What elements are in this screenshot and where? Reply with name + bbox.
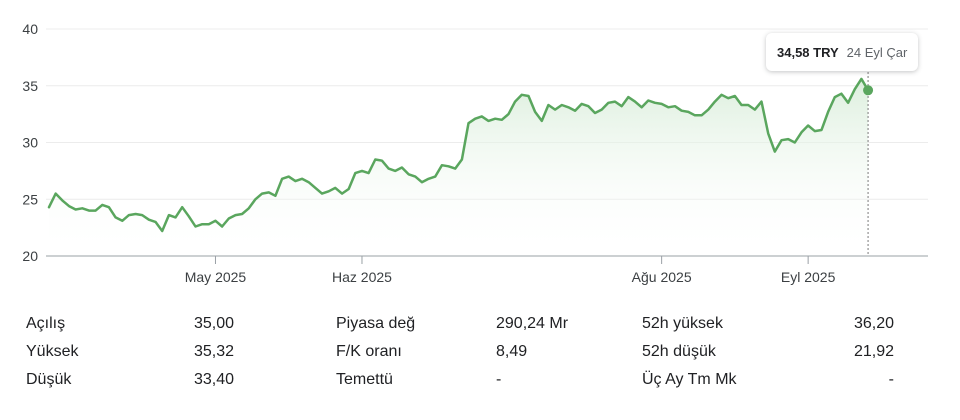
price-area [49, 78, 869, 257]
y-tick-label: 20 [22, 248, 38, 264]
high-value: 35,32 [194, 343, 235, 360]
pe-ratio-value: 8,49 [496, 343, 528, 360]
y-tick-label: 35 [22, 78, 38, 94]
low-value: 33,40 [194, 371, 235, 388]
y-tick-label: 25 [22, 191, 38, 207]
dividend-value: - [496, 371, 502, 388]
tooltip-date: 24 Eyl Çar [846, 44, 908, 60]
current-price-marker[interactable] [863, 85, 874, 96]
stats-table: Açılış 35,00 Piyasa değ 290,24 Mr 52h yü… [26, 314, 926, 389]
price-line [47, 77, 870, 233]
high-52w-value: 36,20 [853, 315, 894, 332]
low-52w-value: 21,92 [853, 343, 894, 360]
price-chart: 20 25 30 35 40 May 2025 Haz 2025 Ağu 2025 Eyl 2… [22, 21, 928, 285]
x-tick-label: Ağu 2025 [632, 269, 692, 285]
cdp-score-value: - [888, 371, 894, 388]
high-52w-label: 52h yüksek [642, 315, 723, 332]
low-52w-label: 52h düşük [642, 343, 716, 360]
market-cap-label: Piyasa değ [336, 315, 416, 332]
open-label: Açılış [26, 315, 66, 332]
low-label: Düşük [26, 371, 72, 388]
open-value: 35,00 [194, 315, 235, 332]
pe-ratio-label: F/K oranı [336, 343, 402, 360]
dividend-label: Temettü [336, 371, 393, 388]
y-tick-label: 40 [22, 21, 38, 37]
x-tick-label: Eyl 2025 [781, 269, 836, 285]
tooltip-price: 34,58 TRY [777, 44, 839, 60]
market-cap-value: 290,24 Mr [496, 315, 569, 332]
high-label: Yüksek [26, 343, 79, 360]
price-tooltip: 34,58 TRY 24 Eyl Çar [766, 33, 919, 71]
cdp-score-label: Üç Ay Tm Mk [642, 371, 737, 388]
y-tick-label: 30 [22, 135, 38, 151]
x-tick-label: May 2025 [185, 269, 247, 285]
x-tick-label: Haz 2025 [332, 269, 392, 285]
